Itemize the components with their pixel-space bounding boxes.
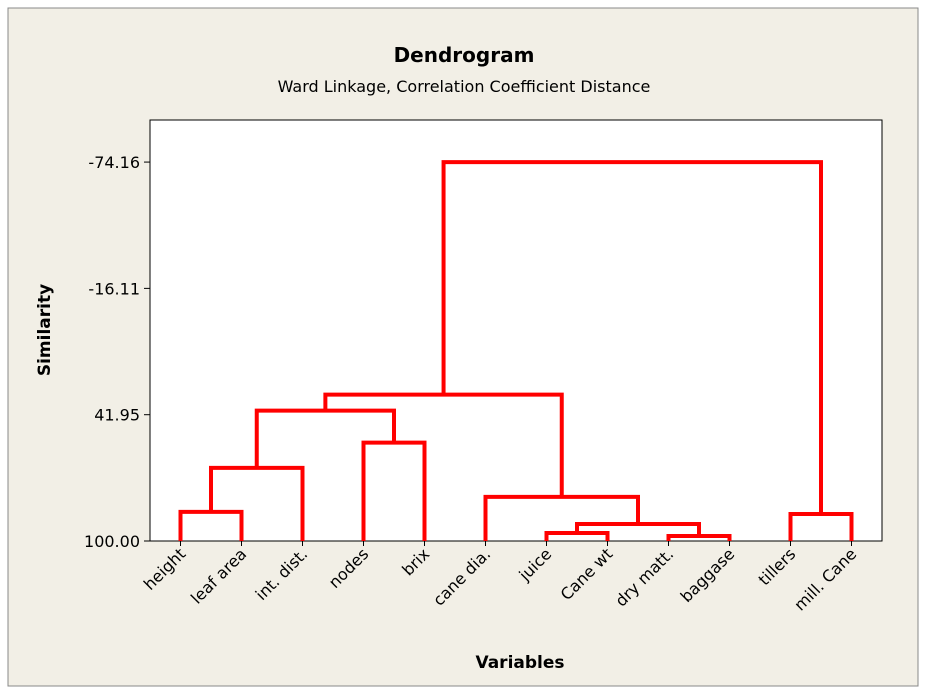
link bbox=[254, 408, 396, 468]
y-axis-label: Similarity bbox=[35, 284, 55, 376]
link bbox=[544, 530, 610, 541]
plot-area bbox=[149, 119, 883, 542]
link bbox=[441, 160, 823, 515]
x-axis-label: Variables bbox=[475, 653, 564, 673]
link bbox=[666, 533, 732, 541]
chart-subtitle: Ward Linkage, Correlation Coefficient Di… bbox=[278, 77, 651, 96]
y-tick-label: 100.00 bbox=[84, 532, 140, 551]
link bbox=[361, 440, 427, 541]
y-tick-label: -16.11 bbox=[88, 279, 140, 298]
link bbox=[323, 392, 564, 497]
y-tick-label: 41.95 bbox=[94, 406, 140, 425]
chart-title: Dendrogram bbox=[394, 43, 535, 67]
y-tick-label: -74.16 bbox=[88, 153, 140, 172]
